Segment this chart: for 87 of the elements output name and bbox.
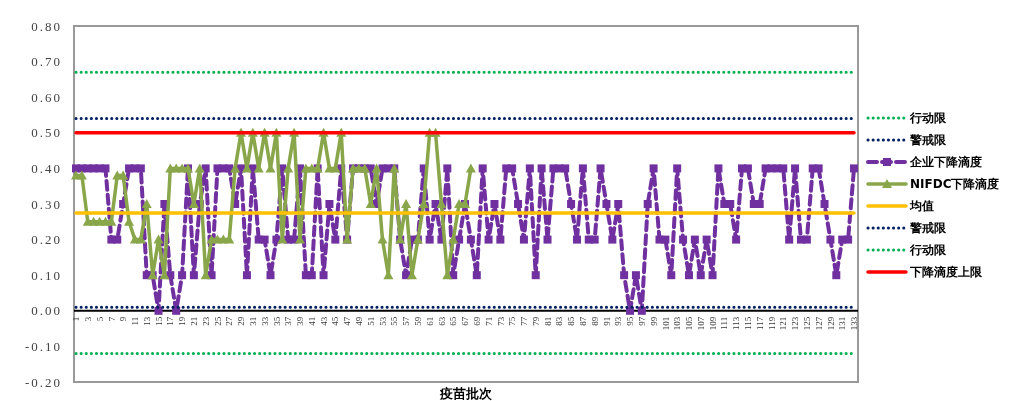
x-tick-label: 25 [212, 316, 223, 326]
x-tick-label: 75 [507, 316, 518, 326]
x-tick-label: 119 [766, 316, 777, 330]
x-tick-label: 81 [542, 316, 553, 326]
x-tick-label: 83 [554, 316, 565, 326]
x-tick-label: 121 [778, 316, 789, 331]
y-tick-label: 0.70 [31, 54, 62, 70]
x-tick-label: 79 [530, 316, 541, 326]
x-tick-label: 95 [625, 316, 636, 326]
x-axis-title: 疫苗批次 [439, 386, 493, 401]
x-tick-label: 35 [271, 316, 282, 326]
x-tick-label: 41 [306, 316, 317, 326]
x-tick-label: 55 [389, 316, 400, 326]
y-tick-label: 0.30 [31, 196, 62, 212]
x-tick-label: 37 [283, 316, 294, 326]
y-tick-label: 0.20 [31, 232, 62, 248]
x-tick-label: 105 [684, 316, 695, 331]
x-tick-label: 39 [295, 316, 306, 326]
x-tick-label: 5 [94, 316, 105, 322]
x-tick-label: 59 [413, 316, 423, 326]
x-tick-label: 15 [153, 316, 164, 326]
x-tick-label: 67 [460, 316, 471, 326]
legend-label: 下降滴度上限 [909, 265, 983, 280]
x-tick-label: 31 [247, 316, 258, 326]
y-tick-label: 0.00 [31, 303, 62, 319]
legend-label: 警戒限 [909, 133, 947, 148]
x-tick-label: 97 [636, 316, 647, 326]
legend-label: 企业下降滴度 [909, 155, 982, 170]
x-tick-label: 131 [837, 316, 848, 331]
x-tick-label: 17 [165, 316, 176, 326]
x-tick-label: 127 [813, 316, 824, 331]
x-tick-label: 23 [200, 316, 211, 326]
y-tick-label: 0.50 [31, 125, 62, 141]
x-tick-label: 21 [189, 316, 200, 326]
y-tick-label: 0.40 [31, 160, 62, 176]
x-tick-label: 87 [578, 316, 589, 326]
x-tick-label: 117 [754, 316, 765, 330]
x-tick-label: 51 [365, 316, 376, 326]
x-tick-label: 71 [483, 316, 494, 326]
x-tick-label: 109 [707, 316, 718, 331]
x-tick-label: 77 [519, 316, 530, 326]
x-tick-label: 125 [802, 316, 812, 331]
legend-label: 警戒限 [909, 221, 947, 236]
x-tick-label: 63 [436, 316, 447, 326]
x-tick-label: 89 [589, 316, 600, 326]
x-tick-label: 61 [424, 316, 435, 326]
x-tick-label: 11 [130, 316, 141, 326]
x-tick-label: 13 [141, 316, 152, 326]
legend-label: 行动限 [909, 111, 947, 126]
y-tick-label: -0.10 [24, 338, 62, 354]
x-tick-label: 43 [318, 316, 329, 326]
y-tick-label: -0.20 [24, 374, 62, 390]
x-tick-label: 19 [177, 316, 188, 326]
x-tick-label: 91 [601, 316, 612, 326]
x-tick-label: 57 [401, 316, 412, 326]
x-tick-label: 7 [106, 316, 117, 322]
x-tick-label: 45 [330, 316, 341, 326]
x-tick-label: 47 [342, 316, 353, 326]
y-tick-label: 0.60 [31, 89, 62, 105]
x-tick-label: 27 [224, 316, 235, 326]
legend-label: 均值 [909, 199, 934, 214]
x-tick-label: 103 [672, 316, 683, 331]
x-tick-label: 115 [743, 316, 754, 330]
y-tick-label: 0.10 [31, 267, 62, 283]
x-tick-label: 111 [719, 316, 730, 330]
x-tick-label: 65 [448, 316, 459, 326]
x-tick-label: 1 [71, 316, 82, 322]
x-tick-label: 123 [790, 316, 801, 331]
x-tick-label: 9 [118, 316, 129, 322]
x-tick-label: 49 [354, 316, 365, 326]
y-tick-label: 0.80 [31, 18, 62, 34]
x-tick-label: 113 [731, 316, 742, 330]
legend-label: 行动限 [909, 243, 947, 258]
x-tick-label: 99 [648, 316, 659, 326]
x-tick-label: 33 [259, 316, 270, 326]
x-tick-label: 3 [82, 316, 93, 322]
x-tick-label: 73 [495, 316, 506, 326]
x-tick-label: 69 [471, 316, 482, 326]
x-tick-label: 133 [849, 316, 860, 331]
legend-label: NIFDC下降滴度 [910, 177, 1000, 192]
x-tick-label: 101 [660, 316, 671, 331]
x-tick-label: 93 [613, 316, 624, 326]
x-tick-label: 29 [236, 316, 247, 326]
x-tick-label: 107 [695, 316, 706, 331]
x-tick-label: 85 [566, 316, 577, 326]
x-tick-label: 53 [377, 316, 388, 326]
x-tick-label: 129 [825, 316, 836, 331]
